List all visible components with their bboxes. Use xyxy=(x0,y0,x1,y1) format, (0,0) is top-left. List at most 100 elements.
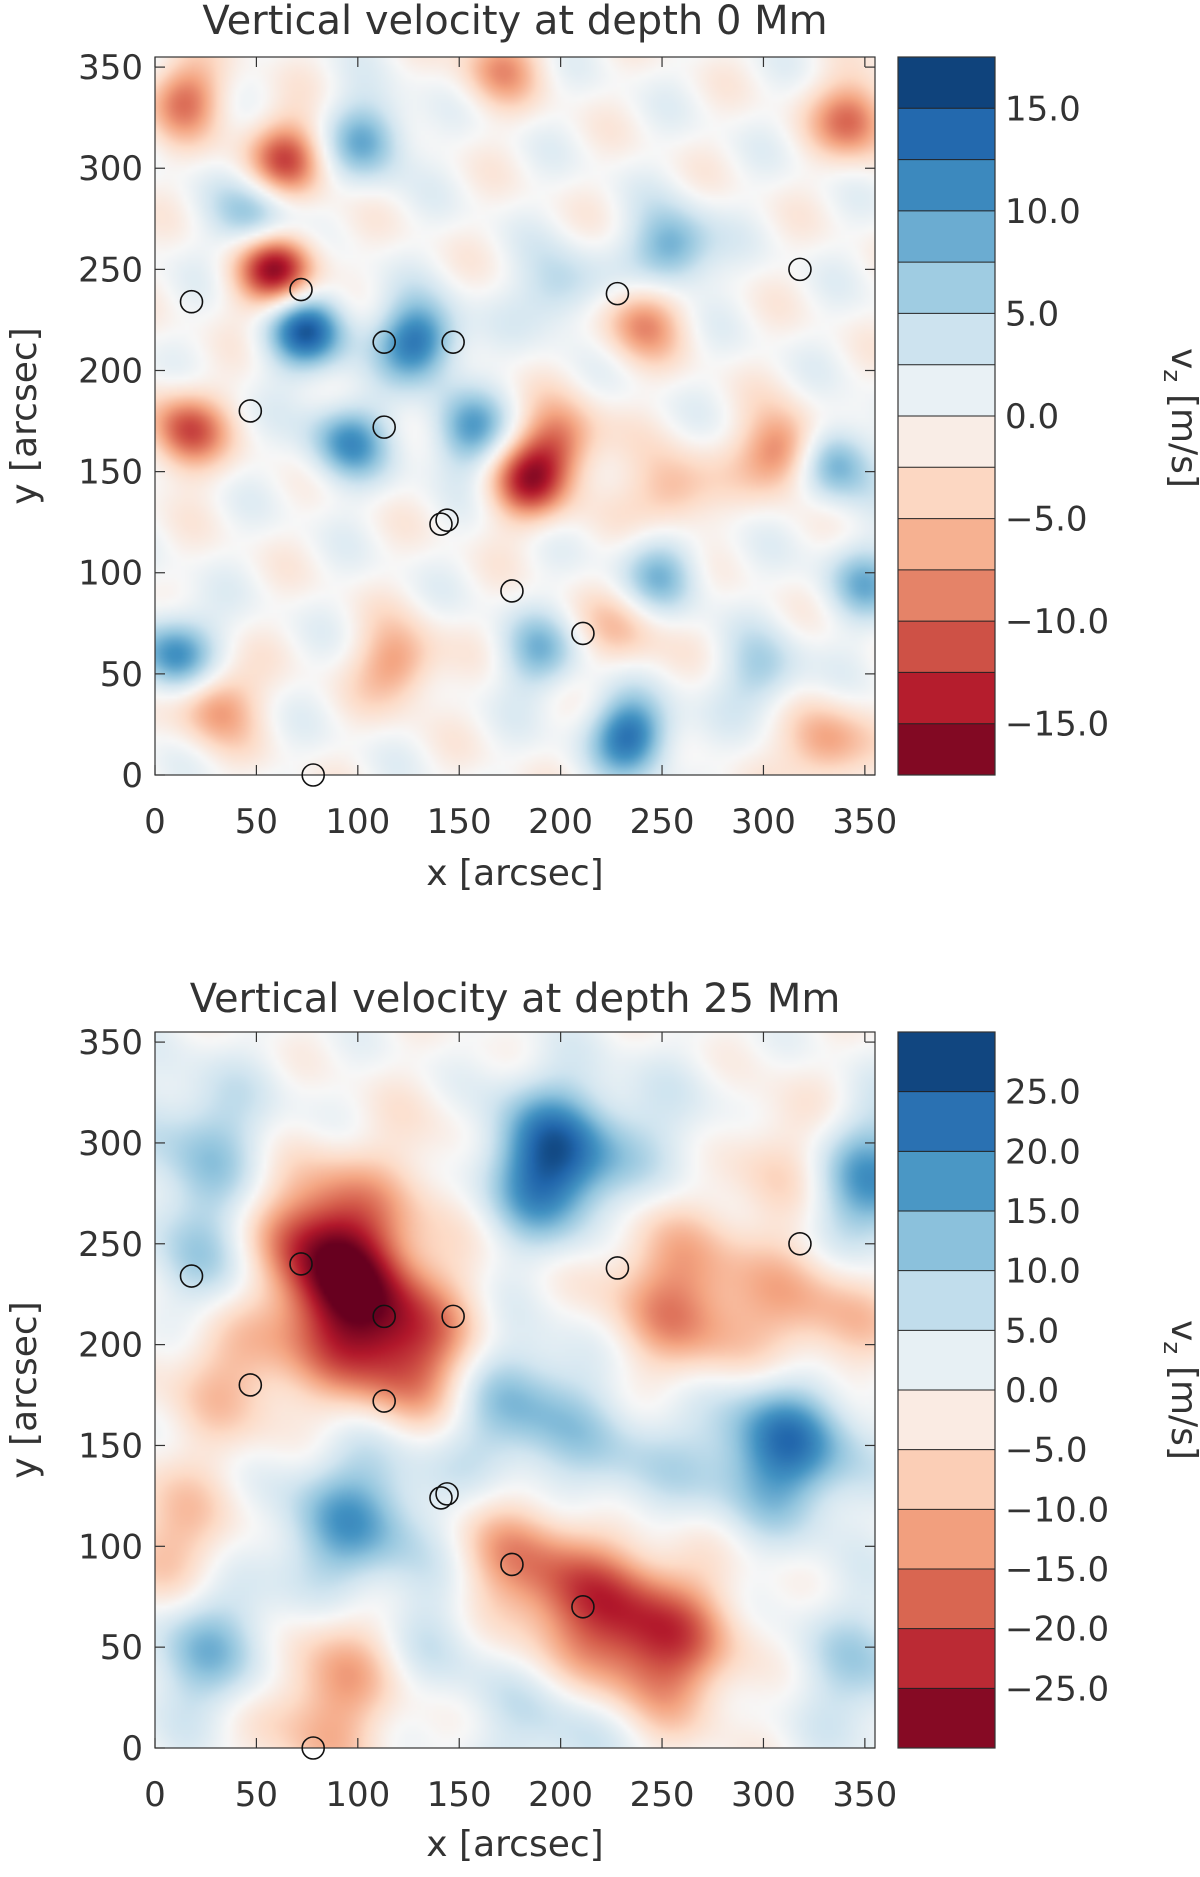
marker-circle xyxy=(179,1264,204,1288)
marker-circle xyxy=(289,277,313,302)
chart-title: Vertical velocity at depth 25 Mm xyxy=(190,976,841,1022)
x-tick-label: 250 xyxy=(630,802,695,842)
colorbar-frame xyxy=(897,1031,996,1749)
colorbar-level xyxy=(898,57,995,109)
marker-circle xyxy=(441,330,465,354)
heatmap-field xyxy=(155,57,875,775)
marker-circle xyxy=(301,1736,325,1760)
y-tick-label: 100 xyxy=(78,554,143,594)
colorbar-frame xyxy=(897,56,996,776)
x-tick-label: 150 xyxy=(427,1775,492,1815)
marker-circle xyxy=(289,1252,313,1276)
marker-circle xyxy=(372,1389,396,1413)
marker-circle xyxy=(435,508,459,532)
x-tick-label: 300 xyxy=(731,1775,796,1815)
colorbar-tick-label: 5.0 xyxy=(1005,1311,1059,1351)
colorbar-level xyxy=(898,467,995,520)
colorbar-level xyxy=(898,569,995,622)
y-tick-label: 200 xyxy=(78,351,143,391)
colorbar-level xyxy=(898,1449,995,1510)
heatmap-field xyxy=(155,1032,875,1748)
marker-circle xyxy=(788,257,812,282)
y-tick-label: 200 xyxy=(78,1326,143,1366)
marker-circle xyxy=(238,1373,263,1397)
colorbar-tick-label: −20.0 xyxy=(1005,1610,1109,1650)
y-tick-label: 100 xyxy=(78,1527,143,1567)
y-tick-label: 350 xyxy=(78,48,143,88)
y-tick-label: 350 xyxy=(78,1023,143,1063)
marker-circle xyxy=(429,1486,453,1510)
y-tick-label: 0 xyxy=(121,1729,143,1769)
colorbar-level xyxy=(898,672,995,725)
colorbar-tick-label: 0.0 xyxy=(1005,1371,1059,1411)
colorbar-label-sub: z xyxy=(1158,369,1186,382)
y-tick-label: 150 xyxy=(78,1426,143,1466)
y-axis-label: y [arcsec] xyxy=(4,1301,45,1478)
x-tick-label: 200 xyxy=(528,1775,593,1815)
marker-circle xyxy=(238,399,263,423)
colorbar-level xyxy=(898,1509,995,1570)
x-tick-label: 200 xyxy=(528,802,593,842)
y-tick-label: 250 xyxy=(78,250,143,290)
y-tick-label: 300 xyxy=(78,1124,143,1164)
colorbar-level xyxy=(898,1688,995,1749)
marker-circle xyxy=(571,621,595,646)
heatmap-chart-depth-0: 0 50 100 150 200 250 300 350 0 50 100 150 200 250 300 3… xyxy=(4,0,1200,894)
marker-circle xyxy=(571,1595,595,1619)
colorbar-level xyxy=(898,313,995,366)
x-tick-label: 350 xyxy=(832,802,897,842)
colorbar-tick-label: −10.0 xyxy=(1005,1490,1109,1530)
colorbar-level xyxy=(898,1270,995,1331)
colorbar-label-unit: [m/s] xyxy=(1163,1366,1200,1460)
marker-circle xyxy=(372,1304,396,1329)
x-tick-label: 250 xyxy=(630,1775,695,1815)
colorbar-level xyxy=(898,1032,995,1093)
colorbar-label-main: v xyxy=(1163,348,1200,369)
plot-frame xyxy=(154,1031,876,1749)
colorbar-tick-label: 20.0 xyxy=(1005,1132,1081,1172)
colorbar-label-unit: [m/s] xyxy=(1163,394,1200,488)
x-tick-label: 0 xyxy=(144,802,166,842)
colorbar-level xyxy=(898,1211,995,1272)
colorbar-level xyxy=(898,1569,995,1630)
marker-circle xyxy=(372,415,396,439)
colorbar-level xyxy=(898,1151,995,1212)
x-axis-label: x [arcsec] xyxy=(426,853,603,894)
colorbar-tick-label: −5.0 xyxy=(1005,1431,1088,1471)
x-tick-label: 150 xyxy=(427,802,492,842)
colorbar-tick-label: 15.0 xyxy=(1005,1192,1081,1232)
colorbar-tick-label: −5.0 xyxy=(1005,500,1088,540)
colorbar-level xyxy=(898,159,995,212)
y-tick-label: 300 xyxy=(78,149,143,189)
colorbar-level xyxy=(898,723,995,776)
plot-frame xyxy=(154,56,876,776)
colorbar-tick-label: 15.0 xyxy=(1005,89,1081,129)
chart-panel-depth-25: 0 50 100 150 200 250 300 350 0 50 100 150 200 250 300 3… xyxy=(0,940,1200,1873)
colorbar-label-main: v xyxy=(1163,1320,1200,1341)
colorbar-tick-label: 0.0 xyxy=(1005,397,1059,437)
colorbar-level xyxy=(898,416,995,468)
marker-circle xyxy=(372,330,396,354)
x-tick-label: 300 xyxy=(731,802,796,842)
x-tick-label: 50 xyxy=(235,802,278,842)
x-tick-label: 350 xyxy=(832,1775,897,1815)
colorbar-level xyxy=(898,621,995,673)
x-axis-label: x [arcsec] xyxy=(426,1824,603,1865)
marker-circle xyxy=(605,1256,630,1280)
marker-circle xyxy=(441,1304,465,1329)
colorbar-label-sub: z xyxy=(1158,1341,1186,1354)
marker-circle xyxy=(500,579,524,603)
y-tick-label: 50 xyxy=(100,655,143,695)
marker-circle xyxy=(179,289,204,314)
colorbar-level xyxy=(898,1628,995,1689)
colorbar-tick-label: 10.0 xyxy=(1005,1252,1081,1292)
marker-circle xyxy=(500,1552,524,1577)
y-tick-label: 0 xyxy=(121,756,143,796)
colorbar-tick-label: 25.0 xyxy=(1005,1073,1081,1113)
y-tick-label: 150 xyxy=(78,453,143,493)
colorbar-tick-label: −15.0 xyxy=(1005,1550,1109,1590)
colorbar-level xyxy=(898,1330,995,1391)
colorbar-level xyxy=(898,108,995,161)
x-tick-label: 50 xyxy=(235,1775,278,1815)
colorbar-tick-label: 5.0 xyxy=(1005,294,1059,334)
